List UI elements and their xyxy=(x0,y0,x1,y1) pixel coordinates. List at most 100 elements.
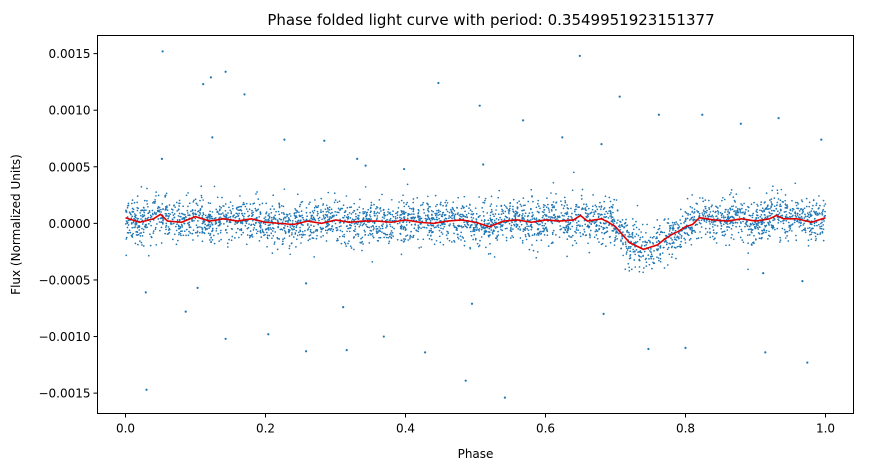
scatter-point xyxy=(650,253,653,256)
scatter-point xyxy=(224,203,227,205)
scatter-point xyxy=(382,232,385,235)
scatter-point xyxy=(141,227,143,230)
scatter-point xyxy=(452,201,455,204)
scatter-point xyxy=(490,229,493,231)
scatter-point xyxy=(507,211,510,213)
scatter-point xyxy=(194,198,197,201)
scatter-point xyxy=(742,241,745,244)
scatter-point xyxy=(255,210,258,212)
scatter-point xyxy=(453,239,455,242)
scatter-point xyxy=(300,210,303,212)
scatter-point xyxy=(625,253,628,255)
scatter-point xyxy=(610,213,612,215)
scatter-point xyxy=(241,214,244,217)
scatter-point xyxy=(816,212,819,215)
scatter-point xyxy=(259,226,262,229)
scatter-point xyxy=(217,211,219,214)
scatter-point xyxy=(134,216,137,219)
scatter-point xyxy=(532,200,534,203)
scatter-point xyxy=(167,212,170,215)
scatter-point xyxy=(753,201,755,204)
scatter-point xyxy=(187,234,190,237)
scatter-point xyxy=(472,229,475,231)
scatter-point xyxy=(147,212,150,215)
scatter-point xyxy=(784,232,787,234)
scatter-point xyxy=(504,227,507,230)
scatter-point xyxy=(638,228,641,231)
scatter-point xyxy=(360,237,362,240)
scatter-point xyxy=(814,235,817,238)
outlier-point xyxy=(618,95,621,98)
scatter-point xyxy=(531,195,533,197)
scatter-point xyxy=(390,230,393,232)
scatter-point xyxy=(295,224,298,227)
scatter-point xyxy=(601,242,604,245)
scatter-point xyxy=(539,223,541,226)
scatter-point xyxy=(142,228,145,231)
scatter-point xyxy=(136,217,138,220)
scatter-point xyxy=(785,213,788,216)
scatter-point xyxy=(552,229,555,232)
scatter-point xyxy=(639,236,642,239)
scatter-point xyxy=(412,234,415,237)
scatter-point xyxy=(240,228,243,230)
scatter-point xyxy=(576,224,578,227)
scatter-point xyxy=(535,219,538,221)
scatter-point xyxy=(180,234,182,237)
scatter-point xyxy=(320,230,322,233)
scatter-point xyxy=(127,224,130,226)
scatter-point xyxy=(417,226,420,229)
scatter-point xyxy=(519,228,522,231)
scatter-point xyxy=(229,215,232,218)
scatter-point xyxy=(692,218,694,221)
scatter-point xyxy=(822,239,825,242)
scatter-point xyxy=(792,208,795,210)
scatter-point xyxy=(726,223,729,225)
scatter-point xyxy=(730,227,733,230)
scatter-point xyxy=(531,234,534,237)
scatter-point xyxy=(288,230,291,233)
scatter-point xyxy=(253,227,255,229)
scatter-point xyxy=(349,245,352,248)
scatter-point xyxy=(207,202,210,204)
scatter-point xyxy=(760,209,763,212)
scatter-point xyxy=(546,234,549,237)
scatter-point xyxy=(642,255,644,258)
scatter-point xyxy=(287,219,290,222)
scatter-point xyxy=(154,199,156,201)
scatter-point xyxy=(418,246,421,249)
scatter-point xyxy=(391,231,394,234)
scatter-point xyxy=(194,231,197,234)
scatter-point xyxy=(567,215,570,218)
scatter-point xyxy=(328,218,331,221)
scatter-point xyxy=(683,222,685,224)
scatter-point xyxy=(300,236,303,239)
scatter-point xyxy=(801,211,804,213)
scatter-point xyxy=(726,229,729,231)
scatter-point xyxy=(322,204,324,206)
scatter-point xyxy=(456,233,459,236)
scatter-point xyxy=(321,218,323,221)
outlier-point xyxy=(482,163,485,166)
scatter-point xyxy=(177,215,180,217)
scatter-point xyxy=(312,231,315,233)
scatter-point xyxy=(219,221,221,223)
scatter-point xyxy=(169,223,172,225)
scatter-point xyxy=(619,228,622,231)
scatter-point xyxy=(623,226,625,229)
scatter-point xyxy=(334,199,337,201)
scatter-point xyxy=(517,228,520,230)
scatter-point xyxy=(248,214,251,217)
scatter-point xyxy=(673,222,676,224)
scatter-point xyxy=(219,231,222,234)
scatter-point xyxy=(465,214,468,216)
scatter-point xyxy=(469,225,472,228)
scatter-point xyxy=(755,223,758,226)
scatter-point xyxy=(770,213,773,215)
scatter-point xyxy=(382,223,384,225)
scatter-point xyxy=(309,201,311,204)
scatter-point xyxy=(361,249,363,252)
scatter-point xyxy=(285,213,288,216)
scatter-point xyxy=(704,210,707,213)
scatter-point xyxy=(157,218,160,220)
